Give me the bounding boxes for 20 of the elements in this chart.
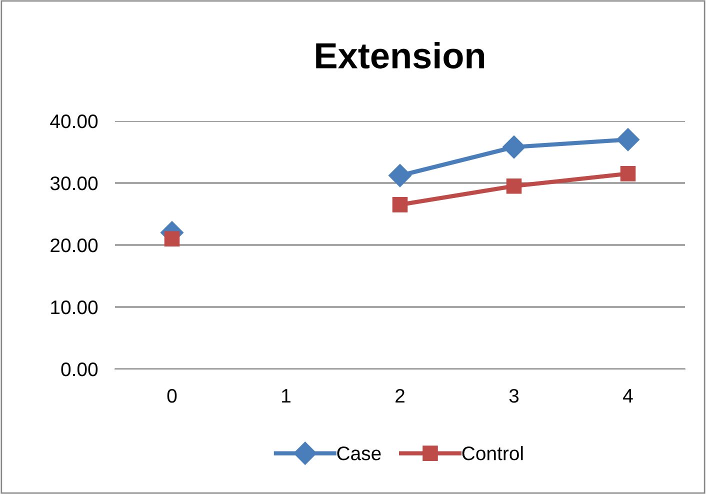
y-tick-label: 10.00: [51, 300, 98, 314]
y-tick-label: 0.00: [61, 362, 98, 376]
point: [506, 178, 522, 194]
x-tick-label: 3: [509, 388, 519, 403]
legend-label: Control: [462, 446, 523, 460]
y-tick-label: 30.00: [50, 176, 98, 190]
point: [388, 164, 412, 188]
point: [502, 136, 526, 159]
point: [392, 197, 408, 212]
x-tick-label: 2: [396, 388, 404, 403]
chart-title: Extension: [316, 42, 484, 69]
x-tick-label: 1: [282, 389, 290, 403]
x-tick-label: 4: [623, 389, 633, 403]
y-tick-label: 20.00: [50, 238, 98, 252]
legend-label: Case: [337, 446, 381, 460]
y-tick-label: 40.00: [50, 114, 98, 128]
point: [620, 166, 636, 182]
point: [616, 128, 640, 152]
x-tick-label: 0: [167, 388, 177, 403]
point: [164, 231, 180, 246]
